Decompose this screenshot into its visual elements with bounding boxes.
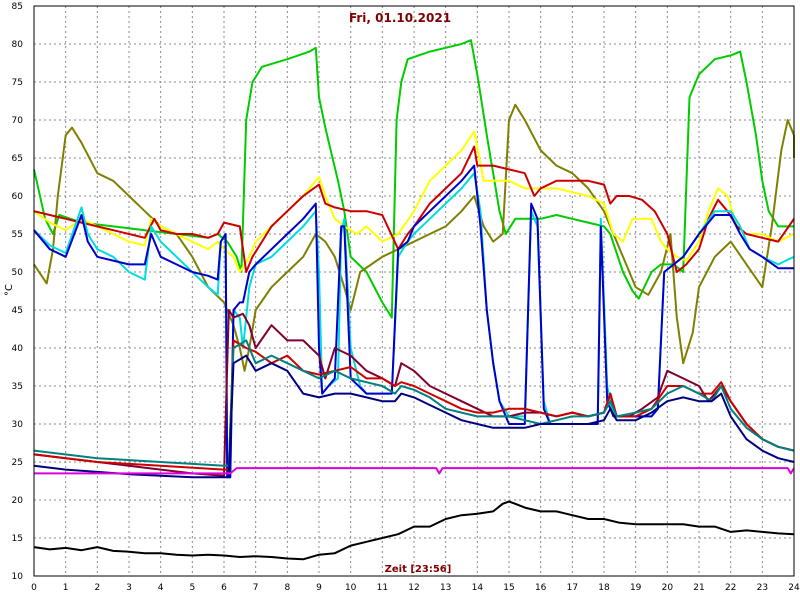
y-tick-label: 15 bbox=[12, 534, 23, 544]
x-tick-label: 8 bbox=[284, 583, 290, 593]
x-tick-label: 10 bbox=[345, 583, 357, 593]
plot-frame bbox=[33, 5, 795, 577]
series-line-10 bbox=[33, 354, 795, 479]
y-tick-label: 80 bbox=[12, 40, 24, 50]
y-tick-label: 20 bbox=[12, 496, 24, 506]
x-tick-label: 5 bbox=[189, 583, 195, 593]
y-tick-label: 25 bbox=[12, 458, 23, 468]
x-tick-label: 3 bbox=[126, 583, 132, 593]
x-tick-label: 17 bbox=[567, 583, 578, 593]
series-line-9 bbox=[33, 339, 795, 467]
y-tick-label: 50 bbox=[12, 268, 24, 278]
x-tick-label: 15 bbox=[503, 583, 514, 593]
y-tick-label: 70 bbox=[12, 116, 24, 126]
y-tick-label: 55 bbox=[12, 230, 23, 240]
x-tick-label: 9 bbox=[316, 583, 322, 593]
y-tick-label: 75 bbox=[12, 78, 23, 88]
x-axis-label: Zeit [23:56] bbox=[385, 564, 452, 575]
y-axis-label: °C bbox=[4, 284, 15, 296]
x-tick-label: 11 bbox=[377, 583, 388, 593]
x-tick-label: 20 bbox=[662, 583, 674, 593]
x-tick-label: 7 bbox=[253, 583, 259, 593]
x-tick-label: 19 bbox=[630, 583, 642, 593]
x-tick-label: 14 bbox=[472, 583, 484, 593]
y-tick-label: 10 bbox=[12, 572, 24, 582]
x-tick-label: 16 bbox=[535, 583, 547, 593]
y-tick-label: 35 bbox=[12, 382, 23, 392]
x-tick-label: 6 bbox=[221, 583, 227, 593]
x-tick-label: 2 bbox=[94, 583, 100, 593]
y-tick-label: 60 bbox=[12, 192, 24, 202]
series-line-4 bbox=[33, 145, 795, 273]
x-tick-label: 23 bbox=[757, 583, 768, 593]
y-tick-label: 85 bbox=[12, 2, 23, 12]
x-tick-label: 18 bbox=[598, 583, 610, 593]
x-tick-label: 4 bbox=[158, 583, 164, 593]
y-tick-label: 45 bbox=[12, 306, 23, 316]
x-tick-labels: 0 1 2 3 4 5 6 7 8 9 10 11 12 13 14 15 16 17 18 19 20 21 22 23 24 bbox=[31, 583, 800, 593]
y-tick-label: 65 bbox=[12, 154, 23, 164]
y-tick-labels: 10 15 20 25 30 35 40 45 50 55 60 65 70 75 80 85 bbox=[12, 2, 24, 582]
series-line-6 bbox=[33, 164, 794, 479]
y-tick-label: 40 bbox=[12, 344, 24, 354]
x-tick-label: 24 bbox=[788, 583, 800, 593]
series-lines bbox=[33, 39, 795, 561]
chart-title: Fri, 01.10.2021 bbox=[349, 11, 451, 25]
x-tick-label: 22 bbox=[725, 583, 736, 593]
x-tick-label: 0 bbox=[31, 583, 37, 593]
series-line-7 bbox=[33, 309, 795, 477]
x-tick-label: 21 bbox=[693, 583, 704, 593]
series-line-11 bbox=[34, 467, 795, 475]
x-tick-label: 13 bbox=[440, 583, 451, 593]
y-tick-label: 30 bbox=[12, 420, 24, 430]
series-line-12 bbox=[33, 500, 795, 561]
series-line-1 bbox=[33, 39, 794, 319]
x-tick-label: 12 bbox=[408, 583, 419, 593]
x-tick-label: 1 bbox=[63, 583, 69, 593]
